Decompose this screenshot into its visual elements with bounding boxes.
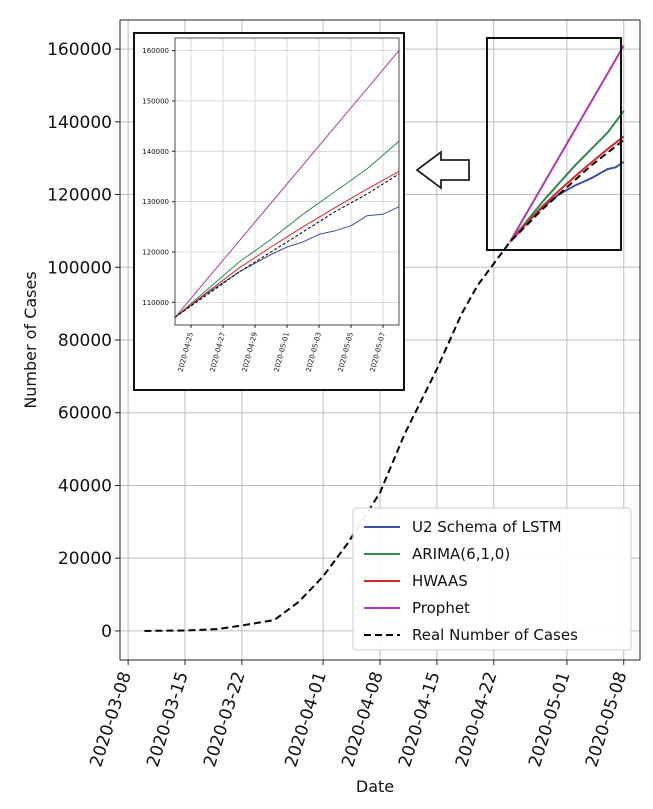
legend-label: Real Number of Cases: [412, 626, 578, 644]
main-ytick-label: 100000: [47, 258, 112, 278]
main-xtick-label: 2020-04-01: [281, 669, 331, 769]
y-axis-label: Number of Cases: [21, 271, 40, 408]
zoom-region-box: [486, 37, 622, 251]
main-ytick-label: 40000: [58, 476, 112, 496]
inset-ytick-label: 110000: [142, 299, 169, 307]
legend: U2 Schema of LSTM ARIMA(6,1,0) HWAAS Prophe…: [352, 507, 632, 651]
main-xtick-label: 2020-05-08: [582, 669, 632, 769]
inset-series-prophet: [174, 50, 400, 318]
inset-series-real-number-of-cases: [174, 173, 400, 318]
inset-grid: [175, 38, 399, 325]
inset-ytick-label: 130000: [142, 198, 169, 206]
main-ytick-label: 20000: [58, 549, 112, 569]
main-series-prophet: [509, 44, 625, 243]
legend-label: HWAAS: [412, 572, 468, 590]
main-xtick-label: 2020-03-22: [200, 669, 250, 769]
main-xtick-label: 2020-04-15: [395, 669, 445, 769]
legend-label: ARIMA(6,1,0): [412, 545, 510, 563]
legend-label: Prophet: [412, 599, 470, 617]
inset-ytick-label: 140000: [142, 148, 169, 156]
left-arrow-icon: [415, 150, 470, 190]
legend-box: [352, 507, 632, 651]
inset-series-group: [174, 50, 400, 318]
main-series-group: [144, 44, 625, 632]
main-ytick-label: 60000: [58, 404, 112, 424]
main-ytick-label: 160000: [47, 40, 112, 60]
inset-outer-frame: [133, 32, 405, 391]
main-xtick-label: 2020-04-08: [338, 669, 388, 769]
main-series-real-number-of-cases: [144, 139, 625, 632]
main-ytick-label: 120000: [47, 186, 112, 206]
legend-label: U2 Schema of LSTM: [412, 518, 562, 536]
main-series-arima-6-1-0: [509, 110, 625, 243]
main-series-hwaas: [509, 135, 625, 243]
main-ytick-label: 80000: [58, 331, 112, 351]
main-ytick-label: 140000: [47, 113, 112, 133]
inset-chart: 1100001200001300001400001500001600002020…: [133, 32, 405, 391]
inset-ytick-label: 160000: [142, 47, 169, 55]
inset-series-hwaas: [174, 170, 400, 318]
inset-series-arima-6-1-0: [174, 140, 400, 318]
main-xtick-label: 2020-05-01: [525, 669, 575, 769]
main-ytick-label: 0: [101, 622, 112, 642]
inset-ytick-label: 120000: [142, 248, 169, 256]
main-xtick-label: 2020-03-08: [86, 669, 136, 769]
main-xtick-label: 2020-04-22: [452, 669, 502, 769]
main-xtick-label: 2020-03-15: [143, 669, 193, 769]
inset-ytick-label: 150000: [142, 97, 169, 105]
x-axis-label: Date: [356, 777, 394, 796]
